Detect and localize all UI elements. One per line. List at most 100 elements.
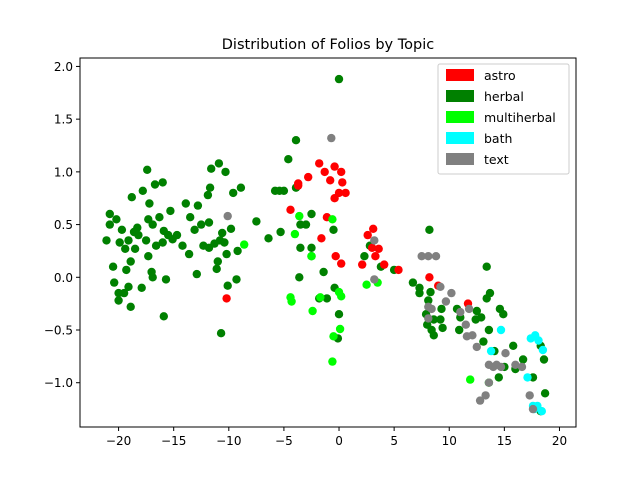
point-herbal bbox=[117, 225, 127, 234]
point-herbal bbox=[509, 341, 518, 350]
point-herbal bbox=[214, 159, 224, 168]
point-bath bbox=[496, 325, 506, 335]
point-herbal bbox=[181, 199, 190, 208]
point-herbal bbox=[334, 310, 344, 319]
series-astro bbox=[222, 159, 473, 308]
point-herbal bbox=[229, 188, 238, 198]
point-herbal bbox=[161, 275, 171, 284]
x-tick-label: 0 bbox=[335, 434, 343, 448]
point-text bbox=[525, 391, 534, 400]
point-text bbox=[424, 252, 433, 261]
point-astro bbox=[394, 265, 403, 275]
y-tick-label: 1.0 bbox=[54, 165, 73, 179]
point-text bbox=[517, 362, 527, 372]
point-herbal bbox=[329, 225, 338, 234]
point-herbal bbox=[151, 241, 161, 250]
point-herbal bbox=[102, 236, 111, 245]
point-text bbox=[468, 331, 477, 340]
point-herbal bbox=[203, 190, 213, 200]
point-astro bbox=[358, 260, 367, 269]
y-tick-label: −1.0 bbox=[44, 376, 73, 390]
point-herbal bbox=[158, 178, 167, 187]
point-multiherbal bbox=[337, 292, 346, 301]
point-text bbox=[511, 360, 520, 369]
point-herbal bbox=[426, 287, 435, 297]
legend-label-herbal: herbal bbox=[484, 89, 524, 104]
point-text bbox=[528, 404, 538, 414]
point-multiherbal bbox=[335, 324, 345, 334]
point-herbal bbox=[232, 275, 241, 284]
point-herbal bbox=[222, 249, 231, 259]
y-tick-label: 0.0 bbox=[54, 271, 73, 285]
point-bath bbox=[486, 346, 496, 356]
legend-label-multiherbal: multiherbal bbox=[484, 110, 556, 125]
point-herbal bbox=[145, 199, 154, 208]
point-astro bbox=[320, 167, 329, 177]
point-herbal bbox=[301, 220, 311, 229]
point-herbal bbox=[221, 167, 230, 177]
point-text bbox=[441, 297, 451, 306]
data-points bbox=[102, 74, 550, 416]
point-multiherbal bbox=[362, 280, 371, 289]
point-herbal bbox=[484, 325, 494, 335]
point-herbal bbox=[121, 244, 130, 253]
point-herbal bbox=[119, 288, 129, 298]
point-bath bbox=[538, 345, 548, 355]
point-herbal bbox=[223, 281, 232, 290]
legend-swatch-multiherbal bbox=[446, 111, 474, 123]
point-herbal bbox=[436, 315, 445, 324]
point-herbal bbox=[192, 269, 201, 279]
point-herbal bbox=[264, 234, 273, 243]
y-tick-label: 1.5 bbox=[54, 113, 73, 127]
point-astro bbox=[337, 259, 346, 268]
legend-swatch-astro bbox=[446, 69, 474, 81]
point-herbal bbox=[204, 218, 214, 227]
point-text bbox=[496, 362, 506, 372]
x-tick-label: 10 bbox=[442, 434, 457, 448]
point-herbal bbox=[307, 243, 316, 252]
point-herbal bbox=[307, 209, 316, 219]
x-tick-label: 15 bbox=[497, 434, 512, 448]
point-herbal bbox=[218, 228, 227, 238]
point-text bbox=[464, 304, 474, 314]
point-multiherbal bbox=[295, 211, 304, 221]
point-herbal bbox=[360, 252, 369, 261]
point-herbal bbox=[110, 278, 119, 287]
point-herbal bbox=[429, 331, 438, 340]
point-herbal bbox=[126, 302, 135, 311]
point-text bbox=[461, 320, 470, 329]
point-astro bbox=[341, 188, 350, 198]
point-herbal bbox=[148, 273, 157, 282]
point-herbal bbox=[425, 225, 434, 234]
point-herbal bbox=[213, 257, 222, 266]
point-herbal bbox=[334, 74, 344, 84]
point-astro bbox=[315, 159, 324, 168]
y-tick-label: 0.5 bbox=[54, 218, 73, 232]
y-axis: −1.0 −0.5 0.0 0.5 1.0 1.5 2.0 bbox=[44, 60, 80, 390]
point-astro bbox=[326, 176, 335, 185]
point-herbal bbox=[408, 278, 418, 287]
point-herbal bbox=[295, 273, 304, 282]
point-astro bbox=[337, 167, 346, 177]
point-text bbox=[417, 252, 426, 261]
point-bath bbox=[523, 373, 532, 382]
point-herbal bbox=[472, 306, 481, 316]
point-herbal bbox=[130, 244, 140, 253]
point-herbal bbox=[291, 136, 301, 145]
point-herbal bbox=[296, 243, 305, 252]
point-herbal bbox=[127, 193, 136, 202]
point-astro bbox=[294, 179, 303, 188]
point-herbal bbox=[284, 155, 293, 164]
point-text bbox=[447, 288, 456, 298]
legend-label-text: text bbox=[484, 152, 509, 167]
point-herbal bbox=[424, 296, 433, 305]
point-text bbox=[456, 307, 465, 317]
point-herbal bbox=[485, 288, 495, 298]
point-herbal bbox=[141, 236, 151, 245]
point-astro bbox=[367, 243, 377, 252]
chart-title: Distribution of Folios by Topic bbox=[222, 37, 434, 53]
point-multiherbal bbox=[308, 306, 317, 316]
point-text bbox=[501, 349, 510, 358]
point-herbal bbox=[233, 246, 242, 256]
point-herbal bbox=[482, 262, 491, 271]
